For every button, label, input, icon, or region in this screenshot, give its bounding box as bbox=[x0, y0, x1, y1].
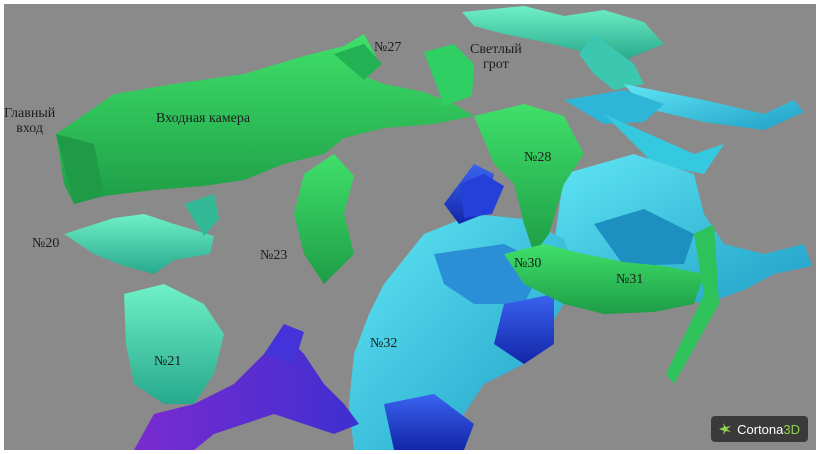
label-main-entrance-line1: Главный bbox=[4, 106, 56, 121]
cortona3d-logo: Cortona3D bbox=[711, 416, 808, 442]
label-23: №23 bbox=[260, 248, 288, 263]
label-27: №27 bbox=[374, 40, 402, 55]
brand-name: Cortona bbox=[737, 421, 784, 437]
label-31: №31 bbox=[616, 272, 644, 287]
entrance-chamber bbox=[56, 34, 474, 204]
teal-left-passages bbox=[64, 194, 224, 404]
label-entrance-chamber: Входная камера bbox=[156, 111, 251, 126]
label-20: №20 bbox=[32, 236, 60, 251]
bottom-violet-tunnels bbox=[134, 174, 504, 450]
green-mid-passages bbox=[294, 104, 719, 384]
cave-model[interactable] bbox=[4, 4, 816, 450]
label-main-entrance: Главный вход bbox=[4, 106, 55, 136]
label-32: №32 bbox=[370, 336, 398, 351]
upper-right-passages bbox=[462, 6, 804, 174]
label-bright-grotto-line1: Светлый bbox=[470, 42, 522, 57]
label-bright-grotto-line2: грот bbox=[483, 57, 509, 72]
cortona-swirl-icon bbox=[719, 423, 732, 435]
label-30: №30 bbox=[514, 256, 542, 271]
brand-suffix: 3D bbox=[783, 421, 800, 437]
label-28: №28 bbox=[524, 150, 552, 165]
cortona3d-brand-text: Cortona3D bbox=[737, 422, 800, 437]
label-bright-grotto: Светлый грот bbox=[470, 42, 522, 72]
3d-viewport[interactable]: Главный вход Входная камера №27 Светлый … bbox=[4, 4, 816, 450]
label-21: №21 bbox=[154, 354, 182, 369]
label-main-entrance-line2: вход bbox=[16, 121, 44, 136]
